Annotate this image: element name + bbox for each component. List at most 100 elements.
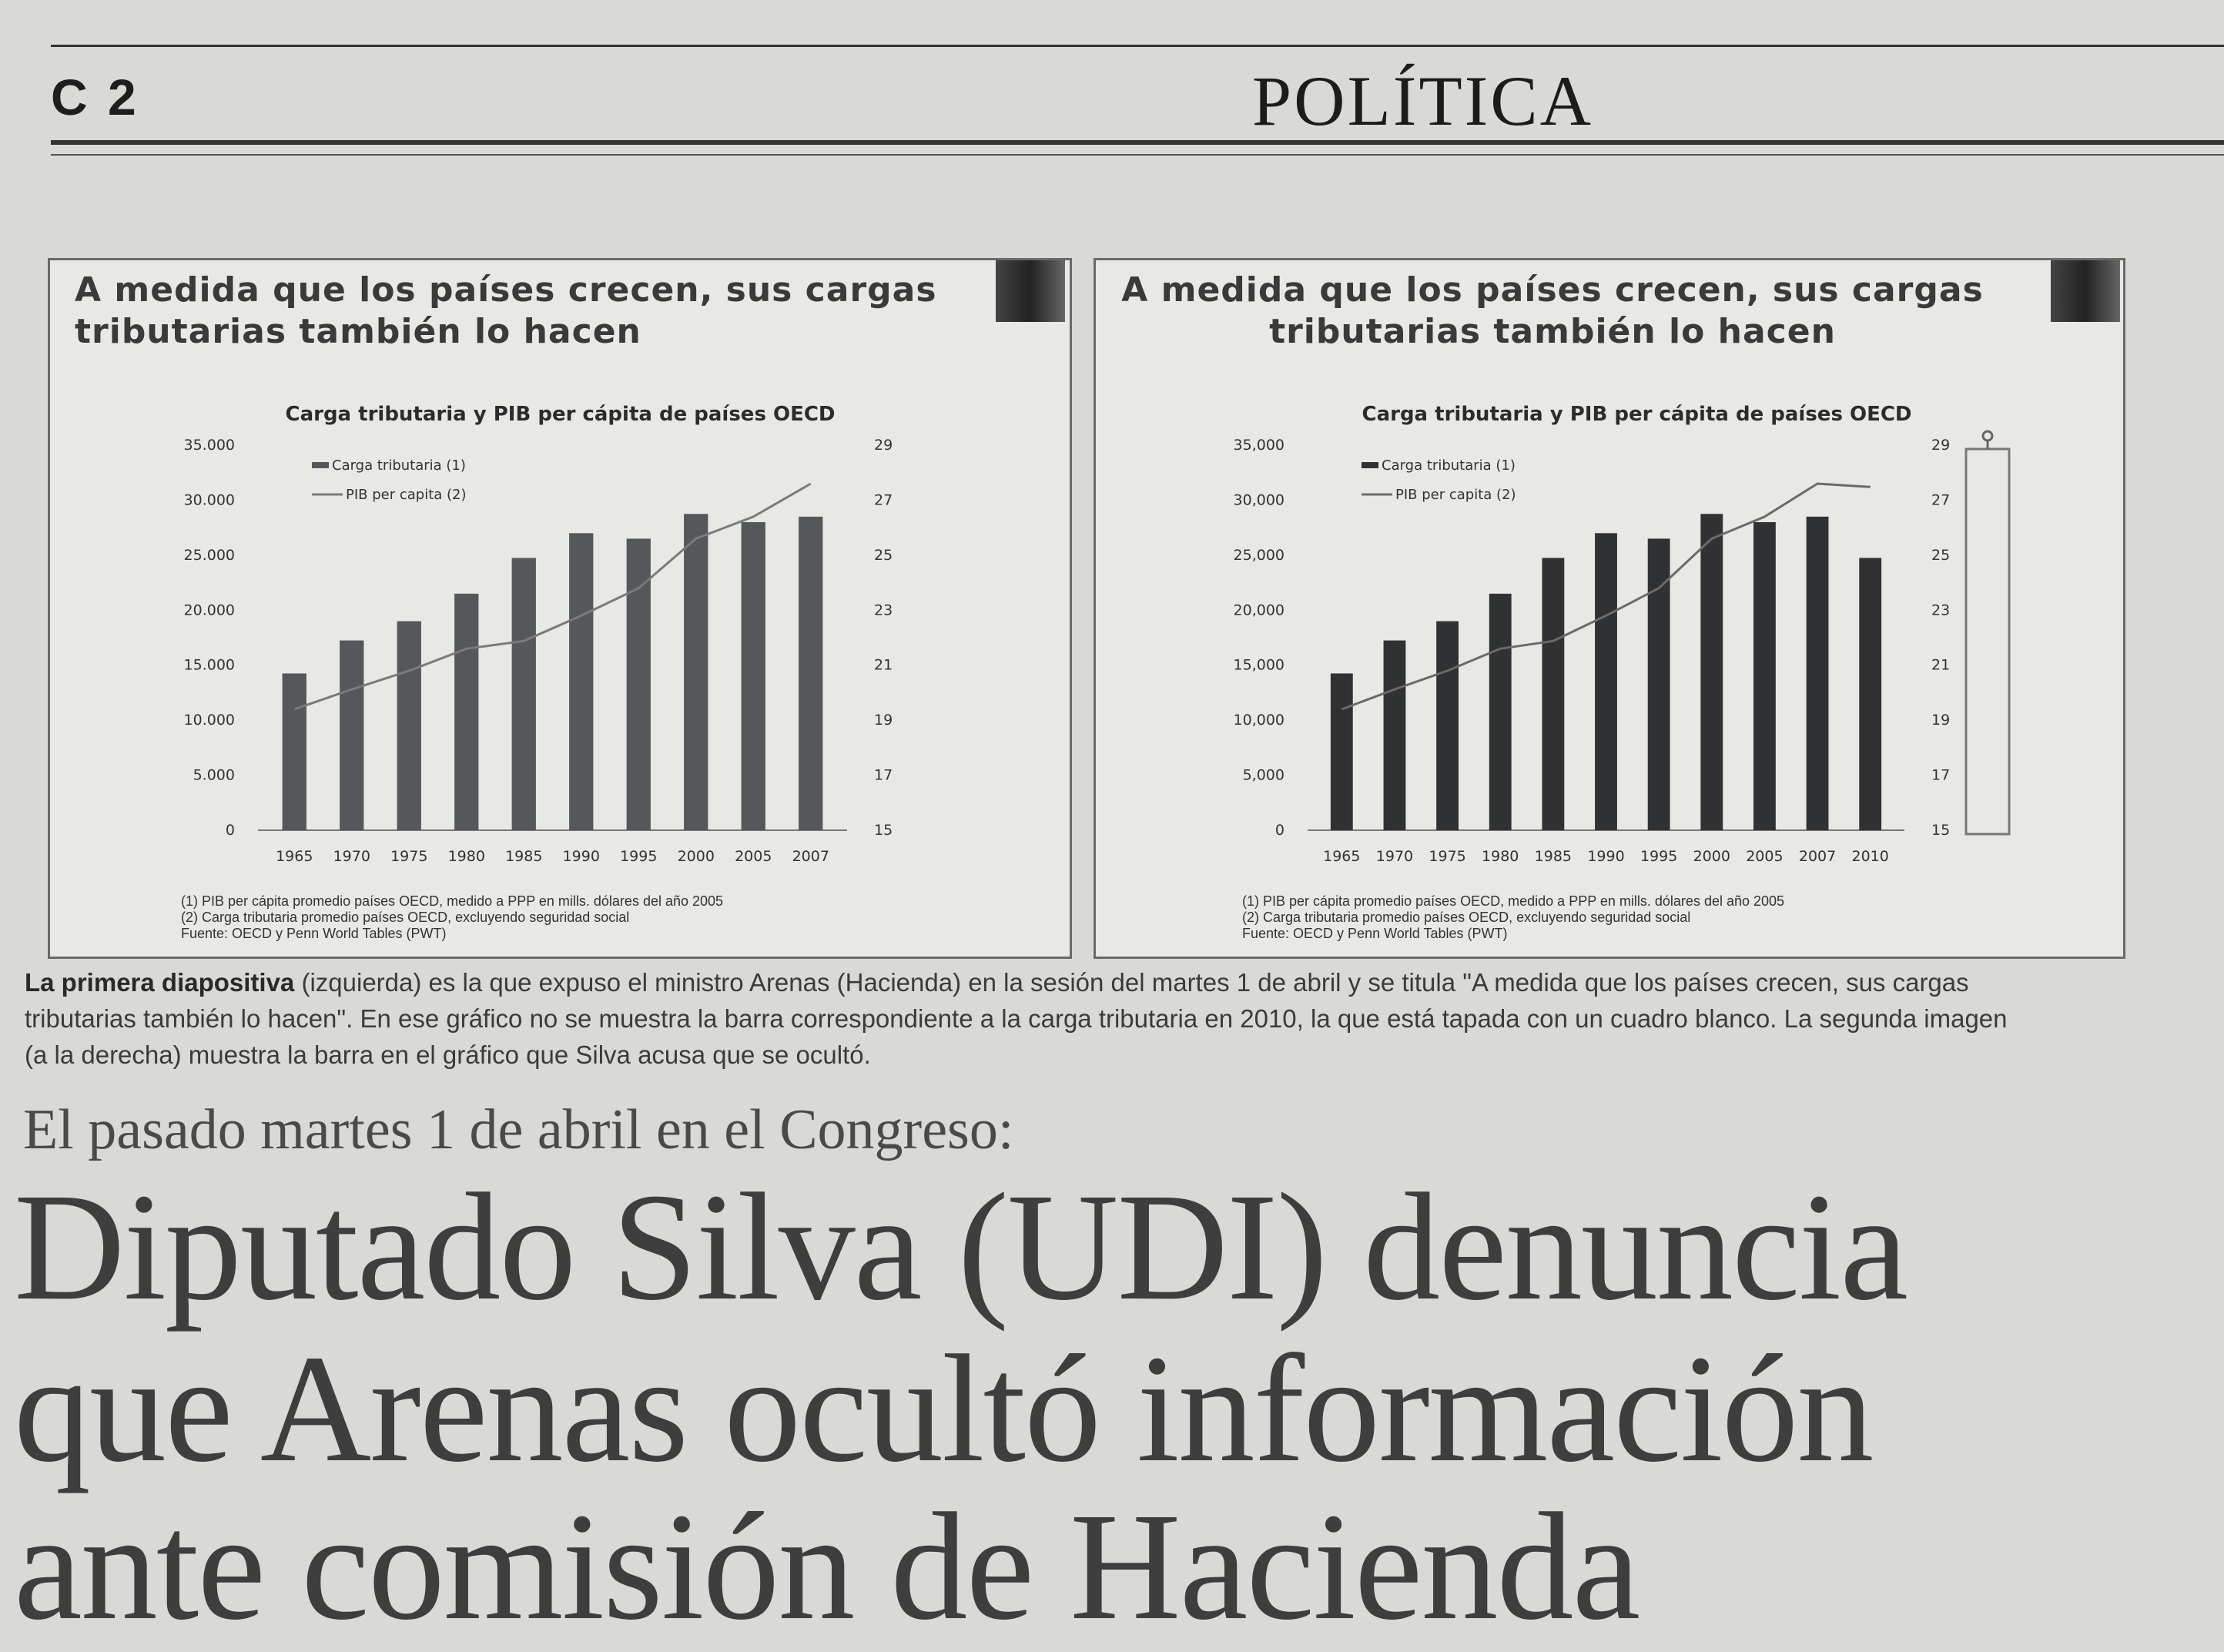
caption-line2: tributarias también lo hacen". En ese gr…	[25, 1004, 2008, 1033]
bar-2000	[684, 514, 708, 830]
y-left-tick-label: 5.000	[193, 767, 235, 784]
bar-1970	[1383, 640, 1406, 830]
y-left-tick-label: 0	[1275, 822, 1284, 839]
y-left-tick-label: 30,000	[1234, 491, 1284, 508]
x-tick-label: 2000	[678, 848, 715, 865]
caption-line3: (a la derecha) muestra la barra en el gr…	[25, 1040, 871, 1069]
y-left-tick-label: 10,000	[1234, 712, 1284, 729]
bar-1970	[340, 640, 364, 830]
bar-2000	[1700, 514, 1723, 830]
selection-frame	[1964, 447, 2011, 836]
line-series-pib	[1341, 482, 1871, 711]
x-tick-label: 1995	[1640, 848, 1677, 865]
slide-heading: A medida que los países crecen, sus carg…	[75, 270, 937, 353]
legend-swatch-bar	[312, 462, 329, 468]
y-right-tick-label: 25	[874, 547, 893, 564]
y-right-tick-label: 29	[874, 437, 893, 454]
legend-label-line: PIB per capita (2)	[346, 487, 467, 503]
footnote-2: (2) Carga tributaria promedio países OEC…	[181, 910, 630, 925]
caption-line1-text: (izquierda) es la que expuso el ministro…	[294, 968, 1969, 997]
bar-2007	[799, 516, 823, 830]
x-tick-label: 1995	[620, 848, 657, 865]
x-tick-label: 1965	[276, 848, 313, 865]
slide-heading-line2: tributarias también lo hacen	[1269, 312, 1836, 351]
legend-label-bar: Carga tributaria (1)	[1382, 457, 1516, 474]
x-tick-label: 1975	[390, 848, 427, 865]
y-right-tick-label: 23	[1931, 601, 1950, 618]
y-right-tick-label: 27	[874, 491, 893, 508]
x-tick-label: 2005	[1746, 848, 1783, 865]
legend-label-bar: Carga tributaria (1)	[332, 457, 466, 474]
x-tick-label: 1975	[1429, 848, 1465, 865]
slide-left: A medida que los países crecen, sus carg…	[48, 258, 1072, 959]
legend-label-line: PIB per capita (2)	[1395, 487, 1516, 503]
bar-1980	[1489, 593, 1512, 830]
y-left-tick-label: 25.000	[184, 547, 235, 564]
section-title: POLÍTICA	[1252, 62, 1594, 140]
footnote-2: (2) Carga tributaria promedio países OEC…	[1242, 910, 1691, 925]
y-left-tick-label: 35.000	[184, 437, 235, 454]
x-tick-label: 2007	[792, 848, 829, 865]
footnote-1: (1) PIB per cápita promedio países OECD,…	[1242, 893, 1785, 909]
y-right-tick-label: 21	[874, 657, 893, 674]
x-tick-label: 2000	[1693, 848, 1730, 865]
slide-right: A medida que los países crecen, sus carg…	[1094, 258, 2125, 959]
y-left-tick-label: 15.000	[184, 657, 235, 674]
y-right-tick-label: 21	[1931, 657, 1950, 674]
headline-line1: Diputado Silva (UDI) denuncia	[14, 1162, 1908, 1332]
x-tick-label: 1970	[333, 848, 370, 865]
bar-2007	[1806, 516, 1829, 830]
slide-heading-line2: tributarias también lo hacen	[75, 312, 641, 351]
bar-2005	[1753, 522, 1776, 830]
header-bottom-thin-rule	[51, 154, 2224, 156]
bar-2010	[1859, 558, 1882, 830]
y-right-tick-label: 17	[1931, 767, 1950, 784]
y-right-tick-label: 27	[1931, 491, 1950, 508]
slide-corner-mark	[2051, 260, 2120, 322]
page-header: C 2 POLÍTICA	[51, 46, 2224, 154]
footnote-source: Fuente: OECD y Penn World Tables (PWT)	[181, 926, 447, 941]
chart-left: Carga tributaria y PIB per cápita de paí…	[184, 403, 893, 865]
caption-lead: La primera diapositiva	[25, 968, 295, 997]
bar-1975	[397, 621, 421, 830]
y-left-tick-label: 35,000	[1234, 437, 1284, 454]
y-right-tick-label: 23	[874, 601, 893, 618]
header-bottom-rule	[51, 140, 2224, 145]
y-left-tick-label: 15,000	[1234, 657, 1284, 674]
y-right-tick-label: 15	[874, 822, 893, 839]
x-tick-label: 2010	[1852, 848, 1889, 865]
caption-line1: La primera diapositiva (izquierda) es la…	[25, 964, 2204, 1000]
photo-caption: La primera diapositiva (izquierda) es la…	[25, 964, 2204, 1073]
y-right-tick-label: 15	[1931, 822, 1950, 839]
x-tick-label: 1980	[448, 848, 485, 865]
chart-right: Carga tributaria y PIB per cápita de paí…	[1234, 403, 2011, 865]
footnote-1: (1) PIB per cápita promedio países OECD,…	[181, 893, 724, 909]
bar-2005	[741, 522, 765, 830]
rotate-handle	[1981, 430, 1994, 442]
bar-1965	[282, 673, 306, 830]
bar-1985	[1542, 558, 1565, 830]
y-right-tick-label: 17	[874, 767, 893, 784]
chart-title: Carga tributaria y PIB per cápita de paí…	[286, 403, 836, 426]
x-tick-label: 1985	[505, 848, 542, 865]
x-tick-label: 1965	[1323, 848, 1360, 865]
x-tick-label: 1970	[1376, 848, 1413, 865]
slide-heading: A medida que los países crecen, sus carg…	[1117, 270, 1988, 353]
slide-heading-line1: A medida que los países crecen, sus carg…	[75, 270, 937, 310]
x-tick-label: 2005	[735, 848, 772, 865]
y-right-tick-label: 29	[1931, 437, 1950, 454]
footnote-source: Fuente: OECD y Penn World Tables (PWT)	[1242, 926, 1508, 941]
y-left-tick-label: 0	[226, 822, 235, 839]
y-left-tick-label: 25,000	[1234, 547, 1284, 564]
bar-1965	[1330, 673, 1353, 830]
header-top-rule	[51, 45, 2224, 47]
line-series-pib	[293, 482, 812, 711]
legend-swatch-bar	[1362, 462, 1378, 468]
slide-corner-mark	[996, 260, 1065, 322]
y-left-tick-label: 10.000	[184, 712, 235, 729]
y-left-tick-label: 20,000	[1234, 601, 1284, 618]
bar-1985	[511, 558, 536, 830]
article-kicker: El pasado martes 1 de abril en el Congre…	[23, 1098, 1014, 1161]
slide-heading-line1: A medida que los países crecen, sus carg…	[1121, 270, 1984, 310]
page-number: C 2	[51, 69, 139, 126]
